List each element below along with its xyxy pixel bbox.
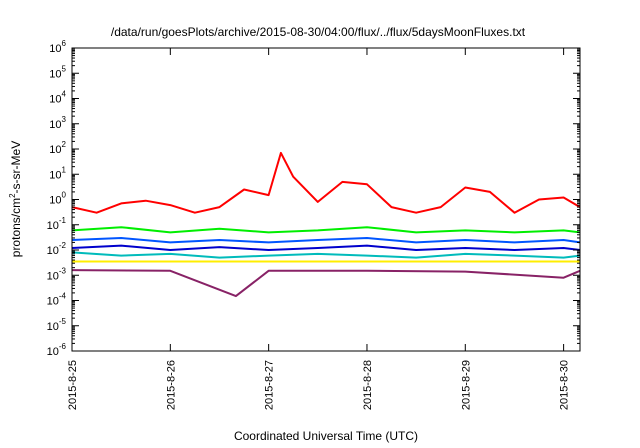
series-line-5 — [71, 251, 581, 259]
y-tick-label: 101 — [49, 165, 66, 181]
y-tick-label: 10-2 — [47, 241, 67, 257]
y-tick-label: 10-6 — [47, 342, 67, 358]
x-tick-label: 2015-8-27 — [264, 360, 276, 410]
x-tick-label: 2015-8-30 — [559, 360, 571, 410]
x-axis: 2015-8-25 2015-8-26 2015-8-27 2015-8-28 2015… — [67, 48, 571, 410]
chart-title: /data/run/goesPlots/archive/2015-08-30/0… — [111, 25, 526, 39]
series-line-2 — [71, 226, 581, 234]
series-line-7 — [71, 269, 581, 298]
y-axis-label: protons/cm2-s-sr-MeV — [8, 141, 23, 257]
y-tick-label: 102 — [49, 140, 66, 156]
x-tick-label: 2015-8-28 — [362, 360, 374, 410]
y-tick-label: 10-1 — [47, 216, 67, 232]
x-tick-label: 2015-8-26 — [165, 360, 177, 410]
y-tick-label: 106 — [49, 39, 66, 55]
series-line-4 — [71, 244, 581, 251]
series-line-3 — [71, 237, 581, 244]
plot-frame — [71, 47, 581, 352]
y-tick-label: 103 — [49, 115, 66, 131]
y-axis: 10-6 10-5 10-4 10-3 10-2 10-1 100 101 102 103 104 1… — [47, 39, 580, 358]
y-tick-label: 105 — [49, 64, 66, 80]
y-tick-label: 10-4 — [47, 292, 67, 308]
y-tick-label: 100 — [49, 191, 66, 207]
x-tick-label: 2015-8-25 — [67, 360, 79, 410]
y-tick-label: 10-5 — [47, 317, 67, 333]
y-tick-label: 104 — [49, 90, 66, 106]
y-tick-label: 10-3 — [47, 266, 67, 282]
plot-lines — [71, 151, 581, 298]
x-axis-label: Coordinated Universal Time (UTC) — [234, 429, 418, 443]
series-line-1 — [71, 151, 581, 214]
x-tick-label: 2015-8-29 — [460, 360, 472, 410]
